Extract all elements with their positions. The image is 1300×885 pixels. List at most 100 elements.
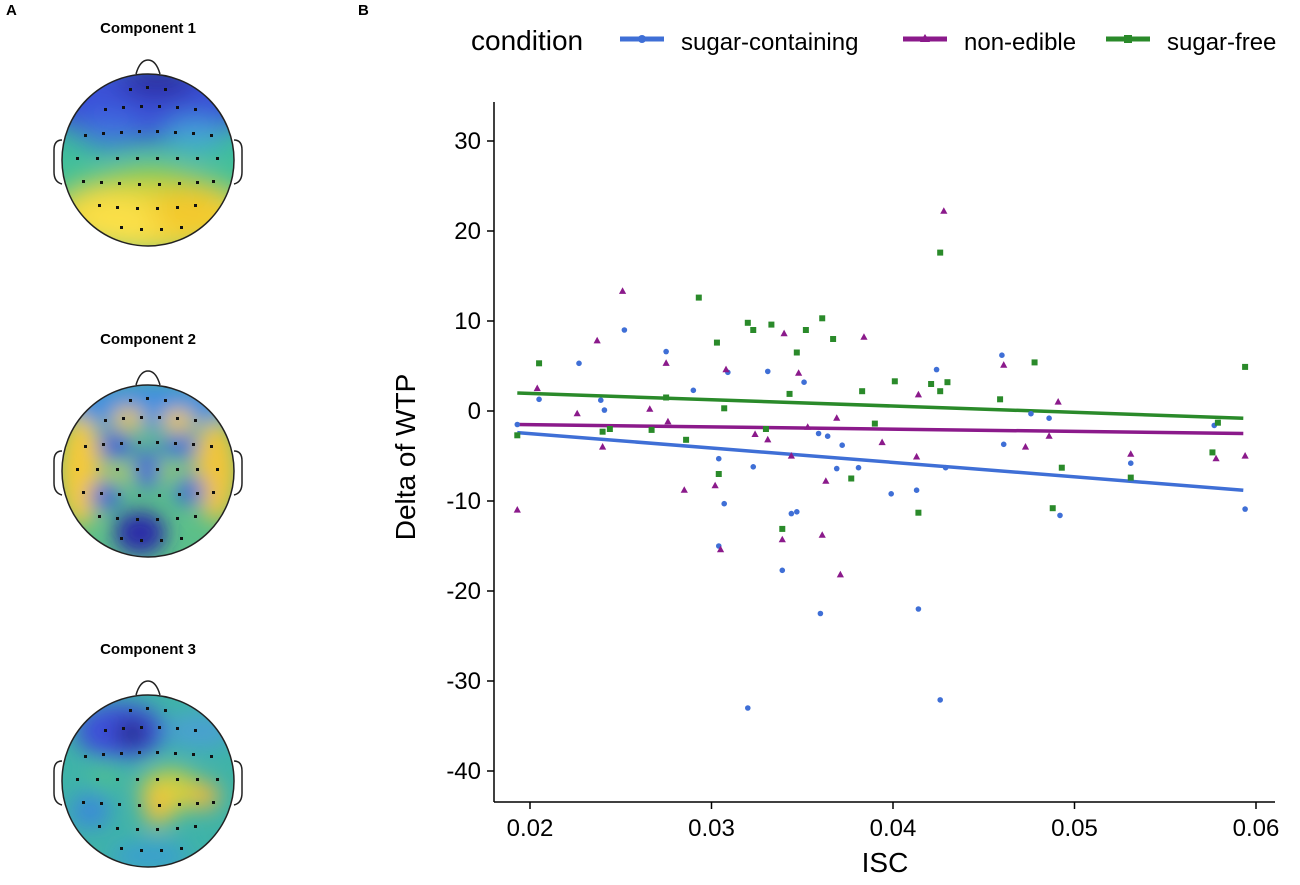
legend-marker-non-edible — [920, 34, 930, 42]
panel-label-a: A — [6, 2, 17, 19]
point-sugar-containing — [933, 366, 940, 373]
y-tick-label: 10 — [454, 308, 481, 335]
point-sugar-free — [683, 436, 690, 443]
point-non-edible — [573, 409, 581, 417]
point-sugar-free — [779, 525, 786, 532]
legend-label-sugar-containing: sugar-containing — [681, 29, 858, 56]
x-tick-label: 0.04 — [870, 815, 917, 842]
topomap-component-3 — [53, 680, 243, 868]
point-non-edible — [914, 390, 923, 398]
fit-line-non-edible — [517, 422, 1244, 436]
point-sugar-containing — [663, 348, 669, 355]
point-sugar-containing — [794, 509, 800, 515]
legend-title: condition — [471, 25, 583, 56]
point-sugar-free — [819, 315, 826, 322]
point-sugar-containing — [1046, 415, 1052, 422]
point-sugar-containing — [1028, 410, 1034, 417]
point-sugar-free — [663, 394, 670, 401]
point-sugar-containing — [801, 379, 807, 386]
point-sugar-free — [606, 426, 613, 432]
point-sugar-free — [713, 339, 720, 346]
point-sugar-free — [937, 388, 944, 395]
point-non-edible — [722, 365, 730, 373]
point-sugar-free — [1049, 505, 1056, 512]
point-sugar-containing — [942, 464, 949, 471]
legend-marker-sugar-containing — [638, 35, 646, 43]
point-sugar-free — [750, 327, 757, 333]
point-sugar-containing — [576, 360, 582, 367]
point-sugar-containing — [913, 487, 920, 494]
point-non-edible — [662, 359, 670, 366]
point-sugar-containing — [824, 433, 831, 440]
point-sugar-containing — [817, 610, 824, 617]
point-sugar-free — [721, 405, 728, 412]
point-non-edible — [804, 423, 812, 430]
legend-label-non-edible: non-edible — [964, 29, 1076, 56]
point-sugar-containing — [514, 421, 521, 428]
point-sugar-free — [997, 396, 1004, 403]
point-sugar-free — [1242, 363, 1249, 370]
fit-line-sugar-containing — [517, 430, 1244, 492]
point-sugar-containing — [621, 327, 628, 333]
panel-label-b: B — [358, 2, 369, 19]
point-sugar-containing — [937, 697, 943, 703]
y-tick-label: -30 — [446, 668, 481, 695]
point-sugar-free — [768, 321, 775, 328]
y-tick-label: 30 — [454, 128, 481, 155]
point-sugar-containing — [1000, 441, 1007, 448]
point-non-edible — [664, 417, 672, 425]
point-non-edible — [1045, 432, 1053, 439]
point-non-edible — [780, 329, 788, 337]
point-sugar-containing — [745, 705, 751, 711]
point-sugar-containing — [839, 442, 845, 449]
y-tick-label: -20 — [446, 578, 481, 605]
point-sugar-free — [1127, 474, 1134, 481]
point-sugar-containing — [1127, 460, 1134, 467]
point-non-edible — [764, 435, 772, 443]
topomap-title-3: Component 3 — [100, 641, 196, 658]
point-non-edible — [1021, 443, 1030, 450]
point-sugar-containing — [536, 396, 542, 403]
topomap-title-2: Component 2 — [100, 331, 196, 348]
point-sugar-containing — [1242, 506, 1248, 512]
point-sugar-containing — [815, 430, 822, 437]
point-sugar-free — [944, 379, 951, 386]
x-tick-label: 0.05 — [1051, 815, 1098, 842]
y-tick-label: 0 — [468, 398, 481, 425]
point-non-edible — [1212, 454, 1220, 462]
point-sugar-containing — [999, 352, 1005, 359]
point-sugar-containing — [721, 500, 728, 507]
point-sugar-containing — [750, 464, 757, 470]
point-sugar-containing — [601, 407, 608, 413]
point-sugar-containing — [715, 455, 722, 462]
y-tick-label: -40 — [446, 758, 481, 785]
point-non-edible — [778, 535, 786, 543]
fit-line-sugar-free — [517, 391, 1244, 420]
point-sugar-containing — [779, 567, 786, 574]
point-non-edible — [878, 438, 886, 446]
point-sugar-containing — [690, 387, 697, 394]
point-sugar-free — [786, 390, 793, 397]
point-sugar-free — [599, 428, 606, 435]
point-sugar-free — [695, 294, 702, 301]
point-non-edible — [599, 443, 607, 450]
point-sugar-free — [928, 381, 935, 387]
point-non-edible — [787, 452, 795, 459]
y-tick-label: -10 — [446, 488, 481, 515]
point-sugar-containing — [597, 397, 604, 404]
point-sugar-free — [536, 360, 543, 367]
x-tick-label: 0.03 — [688, 815, 735, 842]
point-non-edible — [1054, 398, 1062, 405]
point-sugar-free — [830, 336, 837, 342]
point-sugar-free — [1214, 419, 1221, 426]
point-non-edible — [680, 486, 688, 493]
point-sugar-free — [744, 319, 751, 326]
legend-label-sugar-free: sugar-free — [1167, 29, 1276, 56]
y-axis-title: Delta of WTP — [390, 374, 421, 540]
point-sugar-free — [1031, 359, 1038, 366]
topomap-title-1: Component 1 — [100, 20, 196, 37]
point-sugar-containing — [788, 510, 795, 517]
point-sugar-containing — [915, 606, 922, 612]
point-non-edible — [646, 405, 654, 412]
point-non-edible — [1127, 450, 1135, 457]
